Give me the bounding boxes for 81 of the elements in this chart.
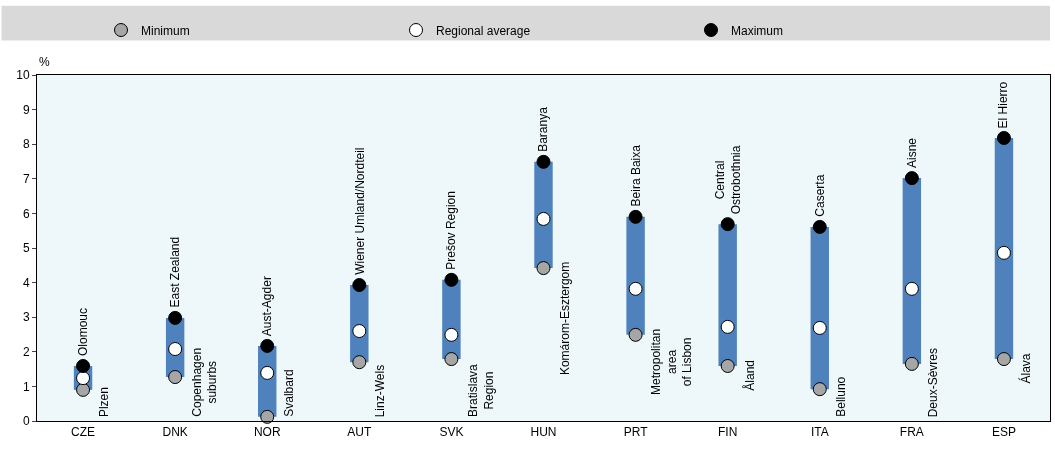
annotation: Caserta [812, 174, 827, 217]
annotation: Aisne [904, 137, 919, 168]
point [352, 355, 367, 370]
point [904, 356, 919, 371]
point [996, 352, 1011, 367]
y-tick-label: 3 [22, 310, 30, 325]
point [536, 154, 551, 169]
y-tick-label: 8 [22, 137, 30, 152]
annotation: Central Ostrobothnia [713, 145, 743, 215]
annotation: East Zealand [167, 236, 182, 308]
x-tick-label: FIN [718, 425, 738, 440]
point [996, 245, 1011, 260]
bar [994, 137, 1014, 360]
annotation: Åland [741, 359, 757, 391]
point [536, 261, 551, 276]
annotation: Linz-Wels [373, 364, 388, 418]
bar [902, 178, 922, 364]
point [628, 209, 643, 224]
annotation: Wiener Umland/Nordteil [352, 147, 367, 275]
annotation: Metropolitan area of Lisbon [649, 328, 695, 395]
y-tick-label: 10 [16, 68, 30, 83]
point [904, 171, 919, 186]
annotation: Deux-Sèvres [926, 348, 941, 418]
annotation: El Hierro [996, 81, 1011, 129]
y-tick-label: 6 [22, 206, 30, 221]
point [904, 281, 919, 296]
x-tick-label: PRT [623, 425, 649, 440]
point [168, 370, 183, 385]
annotation: Svalbard [281, 369, 296, 417]
annotation: Komárom-Esztergom [557, 261, 572, 376]
point [444, 327, 459, 342]
annotation: Prešov Region [444, 191, 459, 270]
point [444, 352, 459, 367]
y-axis-title: % [39, 55, 50, 69]
x-tick-label: ESP [991, 425, 1016, 440]
annotation: Olomouc [76, 308, 91, 357]
legend-label: Minimum [141, 23, 190, 38]
point [352, 324, 367, 339]
point [352, 278, 367, 293]
y-tick-label: 2 [22, 345, 30, 359]
point [168, 310, 183, 325]
point [76, 358, 91, 373]
y-tick-label: 0 [22, 414, 30, 429]
x-tick-label: ITA [810, 425, 829, 440]
x-tick-label: DNK [162, 425, 188, 440]
x-tick-label: FRA [899, 425, 924, 440]
x-tick-label: HUN [530, 425, 557, 440]
x-tick-label: NOR [253, 425, 281, 440]
point [628, 327, 643, 342]
point [720, 319, 735, 334]
x-tick-label: AUT [347, 425, 372, 440]
x-tick-label: SVK [439, 425, 464, 440]
legend-label: Regional average [436, 23, 531, 38]
annotation: Aust-Agder [260, 276, 275, 337]
annotation: Álava [1018, 353, 1034, 384]
y-tick-label: 9 [22, 102, 30, 117]
y-tick-label: 4 [22, 275, 30, 290]
point [444, 272, 459, 287]
annotation: Copenhagen suburbs [189, 347, 220, 417]
y-tick-label: 7 [22, 172, 30, 186]
point [720, 217, 735, 232]
y-tick-label: 1 [22, 379, 30, 394]
point [720, 358, 735, 373]
point [260, 365, 275, 380]
point [76, 382, 91, 397]
point [812, 219, 827, 234]
point [812, 382, 827, 397]
point [628, 281, 643, 296]
annotation: Beira Baixa [628, 144, 643, 207]
point [812, 320, 827, 335]
annotation: Belluno [833, 376, 848, 417]
point [536, 211, 551, 226]
point [260, 409, 275, 424]
annotation: Bratislava Region [465, 363, 496, 417]
y-tick-label: 5 [22, 241, 30, 256]
legend-label: Maximum [731, 23, 784, 38]
annotation: Baranya [536, 106, 551, 152]
annotation: Plzen [97, 387, 112, 418]
point [260, 338, 275, 353]
x-tick-label: CZE [71, 425, 96, 440]
point [996, 130, 1011, 145]
